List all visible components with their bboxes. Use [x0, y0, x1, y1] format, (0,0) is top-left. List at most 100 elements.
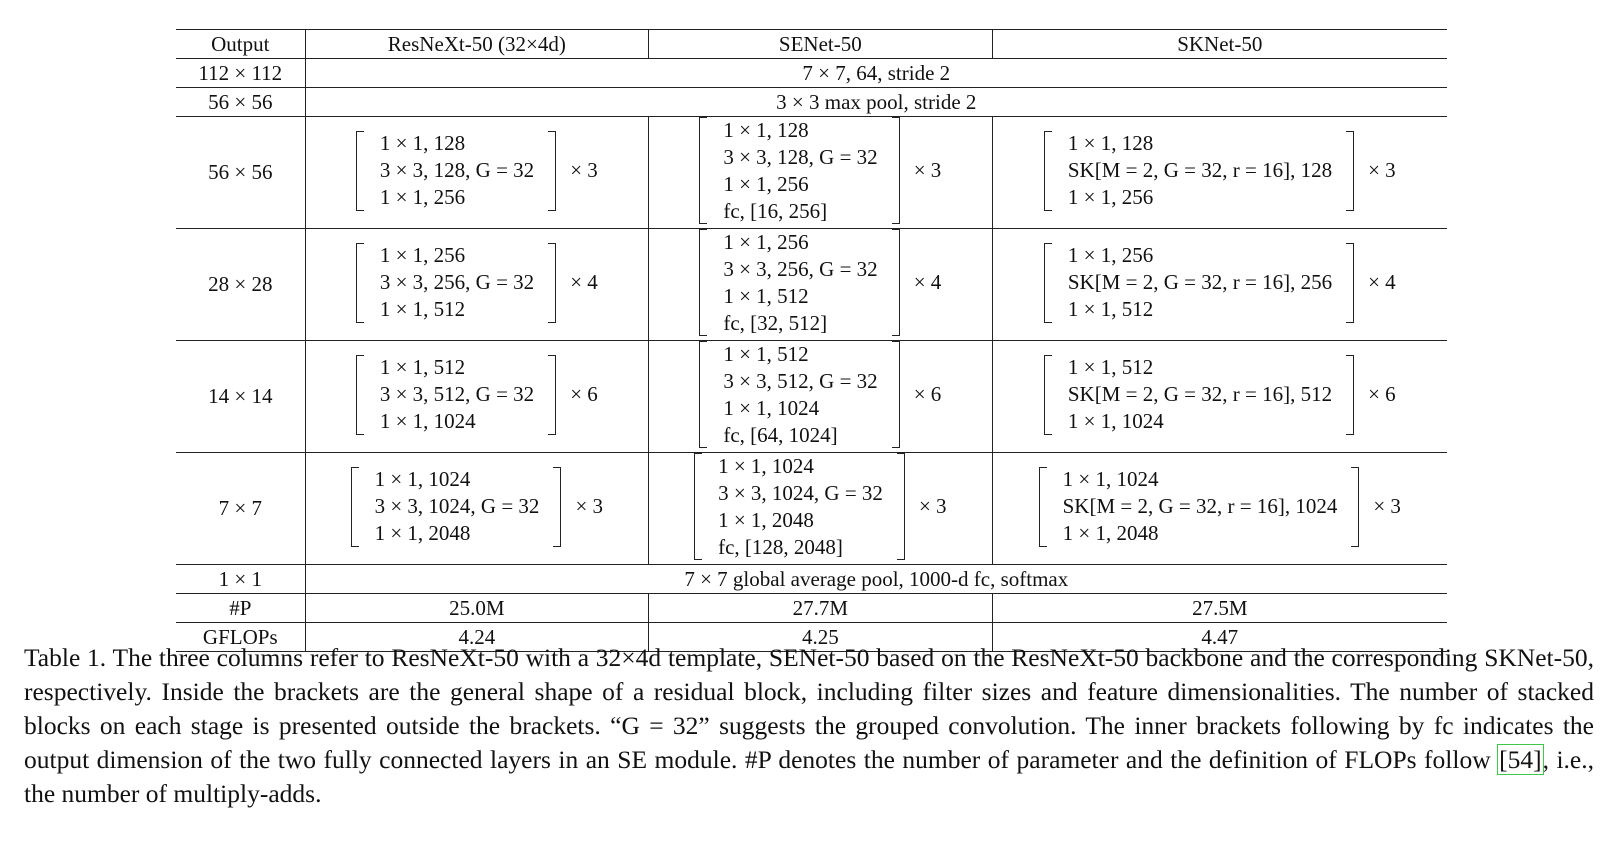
resnext-block-cell: 1 × 1, 512 3 × 3, 512, G = 32 1 × 1, 1024 ×…: [304, 340, 649, 453]
layer-spec: fc, [128, 2048]: [718, 534, 843, 559]
left-bracket: [699, 117, 708, 224]
output-size: 1 × 1: [176, 564, 306, 594]
right-bracket: [1346, 354, 1355, 435]
bracket-group: 1 × 1, 256 3 × 3, 256, G = 32 1 × 1, 512 fc…: [699, 229, 900, 336]
block-repeat-count: × 6: [570, 382, 598, 406]
params-label: #P: [176, 593, 306, 623]
block-repeat-count: × 4: [570, 270, 598, 294]
output-size: 56 × 56: [176, 87, 306, 117]
citation-link[interactable]: [54]: [1497, 744, 1544, 775]
caption-text: Table 1. The three columns refer to ResN…: [24, 641, 1594, 811]
block-repeat-count: × 4: [913, 270, 942, 294]
layer-spec: SK[M = 2, G = 32, r = 16], 256: [1067, 270, 1333, 294]
bracketed-block: 1 × 1, 256 SK[M = 2, G = 32, r = 16], 256…: [1043, 242, 1396, 323]
layer-spec: 1 × 1, 1024: [718, 453, 814, 478]
layer-spec: 3 × 3, 512, G = 32: [379, 382, 535, 406]
head-row: 1 × 1 7 × 7 global average pool, 1000-d …: [176, 564, 1447, 594]
block-repeat-count: × 6: [913, 382, 942, 406]
bracketed-block: 1 × 1, 128 SK[M = 2, G = 32, r = 16], 128…: [1043, 130, 1396, 211]
block-repeat-count: × 3: [1373, 494, 1401, 518]
sknet-block-cell: 1 × 1, 128 SK[M = 2, G = 32, r = 16], 128…: [991, 116, 1447, 229]
output-size: 112 × 112: [176, 58, 306, 88]
layer-spec: 1 × 1, 2048: [1062, 521, 1159, 545]
block-layers: 1 × 1, 1024 SK[M = 2, G = 32, r = 16], 10…: [1047, 467, 1352, 547]
resnext-block-cell: 1 × 1, 1024 3 × 3, 1024, G = 32 1 × 1, 204…: [304, 452, 649, 565]
block-layers: 1 × 1, 1024 3 × 3, 1024, G = 32 1 × 1, 204…: [702, 453, 897, 560]
block-layers: 1 × 1, 512 3 × 3, 512, G = 32 1 × 1, 1024 f…: [707, 341, 891, 448]
layer-spec: 1 × 1, 256: [379, 243, 466, 267]
layer-spec: fc, [32, 512]: [723, 310, 828, 335]
params-sknet: 27.5M: [991, 593, 1447, 623]
block-layers: 1 × 1, 128 3 × 3, 128, G = 32 1 × 1, 256 fc…: [707, 117, 891, 224]
right-bracket: [548, 354, 557, 435]
bracket-group: 1 × 1, 512 SK[M = 2, G = 32, r = 16], 512…: [1043, 354, 1355, 435]
layer-spec: 1 × 1, 256: [379, 185, 466, 209]
senet-block-cell: 1 × 1, 128 3 × 3, 128, G = 32 1 × 1, 256 fc…: [648, 116, 993, 229]
head-spec-text: 7 × 7 global average pool, 1000-d fc, so…: [684, 566, 1069, 591]
left-bracket: [355, 130, 364, 211]
header-resnext: ResNeXt-50 (32×4d): [304, 29, 649, 59]
flops-resnext: 4.24: [304, 622, 649, 652]
left-bracket: [699, 341, 708, 448]
resnext-block-cell: 1 × 1, 128 3 × 3, 128, G = 32 1 × 1, 256 × …: [304, 116, 649, 229]
flops-sknet: 4.47: [991, 622, 1447, 652]
bracket-group: 1 × 1, 512 3 × 3, 512, G = 32 1 × 1, 1024: [355, 354, 557, 435]
caption-part-1: Table 1. The three columns refer to ResN…: [24, 643, 1594, 774]
flops-row: GFLOPs 4.24 4.25 4.47: [176, 622, 1447, 652]
layer-spec: 1 × 1, 2048: [374, 521, 471, 545]
block-repeat-count: × 3: [1368, 158, 1396, 182]
stem-pool-spec: 3 × 3 max pool, stride 2: [304, 87, 1447, 117]
params-row: #P 25.0M 27.7M 27.5M: [176, 593, 1447, 623]
layer-spec: 1 × 1, 1024: [723, 395, 820, 420]
left-bracket: [350, 466, 359, 547]
right-bracket: [891, 341, 900, 448]
right-bracket: [1351, 466, 1360, 547]
layer-spec: 3 × 3, 1024, G = 32: [374, 494, 540, 518]
output-size: 14 × 14: [176, 340, 306, 453]
layer-spec: 1 × 1, 1024: [1062, 467, 1159, 491]
head-spec: 7 × 7 global average pool, 1000-d fc, so…: [304, 564, 1447, 594]
params-senet: 27.7M: [648, 593, 993, 623]
bracket-group: 1 × 1, 512 3 × 3, 512, G = 32 1 × 1, 1024 f…: [699, 341, 900, 448]
senet-block-cell: 1 × 1, 512 3 × 3, 512, G = 32 1 × 1, 1024 f…: [648, 340, 993, 453]
bracketed-block: 1 × 1, 1024 3 × 3, 1024, G = 32 1 × 1, 204…: [694, 453, 947, 560]
left-bracket: [694, 453, 703, 560]
layer-spec: 1 × 1, 512: [723, 341, 809, 366]
header-output: Output: [176, 29, 306, 59]
header-row: Output ResNeXt-50 (32×4d) SENet-50 SKNet…: [176, 29, 1447, 59]
bracket-group: 1 × 1, 1024 SK[M = 2, G = 32, r = 16], 10…: [1038, 466, 1360, 547]
sknet-block-cell: 1 × 1, 256 SK[M = 2, G = 32, r = 16], 256…: [991, 228, 1447, 341]
layer-spec: 1 × 1, 512: [379, 297, 466, 321]
flops-label: GFLOPs: [176, 622, 306, 652]
left-bracket: [699, 229, 708, 336]
left-bracket: [1043, 242, 1052, 323]
layer-spec: 1 × 1, 2048: [718, 507, 814, 532]
layer-spec: 3 × 3, 256, G = 32: [723, 256, 878, 281]
layer-spec: 3 × 3, 128, G = 32: [379, 158, 535, 182]
stage-row: 56 × 56 1 × 1, 128 3 × 3, 128, G = 32 1 × 1…: [176, 116, 1447, 229]
layer-spec: 1 × 1, 512: [1067, 297, 1154, 321]
layer-spec: 1 × 1, 1024: [1067, 409, 1164, 433]
layer-spec: 3 × 3, 512, G = 32: [723, 368, 878, 393]
right-bracket: [1346, 130, 1355, 211]
bracket-group: 1 × 1, 256 SK[M = 2, G = 32, r = 16], 256…: [1043, 242, 1355, 323]
block-repeat-count: × 3: [570, 158, 598, 182]
right-bracket: [896, 453, 905, 560]
block-repeat-count: × 4: [1368, 270, 1396, 294]
layer-spec: 1 × 1, 256: [723, 229, 809, 254]
bracketed-block: 1 × 1, 128 3 × 3, 128, G = 32 1 × 1, 256 × …: [355, 130, 598, 211]
right-bracket: [891, 229, 900, 336]
senet-block-cell: 1 × 1, 1024 3 × 3, 1024, G = 32 1 × 1, 204…: [648, 452, 993, 565]
resnext-block-cell: 1 × 1, 256 3 × 3, 256, G = 32 1 × 1, 512 × …: [304, 228, 649, 341]
bracket-group: 1 × 1, 128 SK[M = 2, G = 32, r = 16], 128…: [1043, 130, 1355, 211]
block-layers: 1 × 1, 256 3 × 3, 256, G = 32 1 × 1, 512 fc…: [707, 229, 891, 336]
right-bracket: [553, 466, 562, 547]
layer-spec: 1 × 1, 512: [723, 283, 809, 308]
layer-spec: SK[M = 2, G = 32, r = 16], 512: [1067, 382, 1333, 406]
stem-conv-spec: 7 × 7, 64, stride 2: [304, 58, 1447, 88]
layer-spec: 3 × 3, 128, G = 32: [723, 144, 878, 169]
layer-spec: 1 × 1, 1024: [379, 409, 476, 433]
left-bracket: [1043, 354, 1052, 435]
block-layers: 1 × 1, 128 3 × 3, 128, G = 32 1 × 1, 256: [364, 131, 548, 211]
left-bracket: [1043, 130, 1052, 211]
